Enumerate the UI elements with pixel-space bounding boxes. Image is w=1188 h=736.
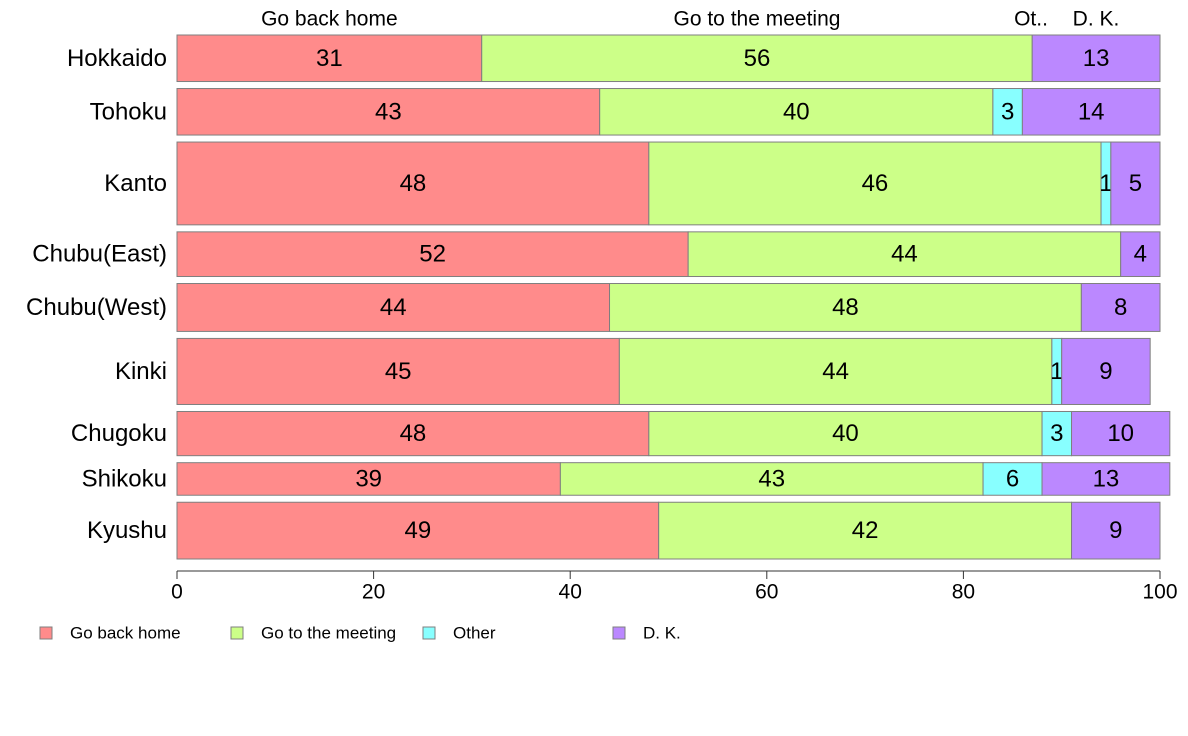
bar-chubu-east-d-k xyxy=(1120,231,1161,278)
legend-label-d-k: D. K. xyxy=(643,624,681,643)
bar-chubu-west-go-back-home xyxy=(176,283,611,332)
data-label-hokkaido-go-to-the-meeting: 56 xyxy=(744,45,771,72)
data-label-hokkaido-go-back-home: 31 xyxy=(316,45,343,72)
data-label-chubu-west-go-to-the-meeting: 48 xyxy=(832,294,859,321)
bar-tohoku-d-k xyxy=(1021,88,1161,136)
top-label-go-to-the-meeting: Go to the meeting xyxy=(674,8,841,31)
row-label-tohoku: Tohoku xyxy=(90,98,167,125)
legend-swatch-go-back-home xyxy=(39,626,53,640)
bar-kinki-go-to-the-meeting xyxy=(618,337,1053,405)
bar-kinki-d-k xyxy=(1061,337,1151,405)
bar-chubu-west-d-k xyxy=(1080,283,1161,332)
bar-tohoku-go-back-home xyxy=(176,88,601,136)
top-category-labels: Go back home Go to the meeting Ot.. D. K. xyxy=(261,8,1119,31)
legend-swatch-other xyxy=(422,626,436,640)
data-label-chubu-east-go-to-the-meeting: 44 xyxy=(891,241,918,268)
legend: Go back home Go to the meeting Other D. K. xyxy=(39,624,681,643)
bar-chugoku-d-k xyxy=(1071,410,1171,457)
data-label-tohoku-go-back-home: 43 xyxy=(375,98,402,125)
data-label-tohoku-go-to-the-meeting: 40 xyxy=(783,98,810,125)
bar-hokkaido-go-back-home xyxy=(176,34,483,83)
data-label-chubu-west-d-k: 8 xyxy=(1114,294,1127,321)
data-label-tohoku-other: 3 xyxy=(1001,98,1014,125)
data-label-kinki-other: 1 xyxy=(1050,358,1063,385)
data-label-kinki-go-back-home: 45 xyxy=(385,358,412,385)
x-tick-label-100: 100 xyxy=(1142,581,1177,604)
bar-kanto-d-k xyxy=(1110,141,1161,226)
data-label-shikoku-d-k: 13 xyxy=(1093,465,1120,492)
data-label-tohoku-d-k: 14 xyxy=(1078,98,1105,125)
data-label-chubu-west-go-back-home: 44 xyxy=(380,294,407,321)
data-label-kanto-go-to-the-meeting: 46 xyxy=(862,170,889,197)
data-label-kinki-d-k: 9 xyxy=(1099,358,1112,385)
data-label-chubu-east-go-back-home: 52 xyxy=(419,241,446,268)
data-label-shikoku-other: 6 xyxy=(1006,465,1019,492)
row-labels: Hokkaido Tohoku Kanto Chubu(East) Chubu(West… xyxy=(26,45,167,544)
data-label-chugoku-go-to-the-meeting: 40 xyxy=(832,420,859,447)
legend-swatch-go-to-the-meeting xyxy=(230,626,244,640)
x-axis: 0 20 40 60 80 100 xyxy=(171,570,1178,604)
bar-chugoku-go-to-the-meeting xyxy=(648,410,1043,457)
top-label-go-back-home: Go back home xyxy=(261,8,398,31)
data-label-shikoku-go-back-home: 39 xyxy=(355,465,382,492)
data-label-kyushu-go-to-the-meeting: 42 xyxy=(852,517,879,544)
top-label-d-k: D. K. xyxy=(1073,8,1120,31)
x-tick-label-20: 20 xyxy=(362,581,385,604)
bar-kanto-go-to-the-meeting xyxy=(648,141,1102,226)
data-label-chubu-east-d-k: 4 xyxy=(1134,241,1147,268)
data-label-kanto-go-back-home: 48 xyxy=(400,170,427,197)
legend-swatch-d-k xyxy=(612,626,626,640)
data-label-chugoku-go-back-home: 48 xyxy=(400,420,427,447)
row-label-chubu-west: Chubu(West) xyxy=(26,294,167,321)
data-label-chugoku-other: 3 xyxy=(1050,420,1063,447)
legend-label-other: Other xyxy=(453,624,496,643)
row-label-kyushu: Kyushu xyxy=(87,517,167,544)
data-label-shikoku-go-to-the-meeting: 43 xyxy=(758,465,785,492)
bar-tohoku-go-to-the-meeting xyxy=(599,88,994,136)
bar-chubu-east-go-back-home xyxy=(176,231,689,278)
bar-shikoku-go-to-the-meeting xyxy=(559,462,984,496)
bar-hokkaido-d-k xyxy=(1031,34,1161,83)
data-label-chugoku-d-k: 10 xyxy=(1107,420,1134,447)
row-label-chubu-east: Chubu(East) xyxy=(32,241,167,268)
data-label-kinki-go-to-the-meeting: 44 xyxy=(822,358,849,385)
row-label-shikoku: Shikoku xyxy=(82,465,167,492)
legend-label-go-to-the-meeting: Go to the meeting xyxy=(261,624,396,643)
bar-tohoku-other xyxy=(992,88,1023,136)
x-tick-label-80: 80 xyxy=(952,581,975,604)
data-label-kanto-other: 1 xyxy=(1099,170,1112,197)
bar-shikoku-other xyxy=(982,462,1043,496)
bar-kyushu-d-k xyxy=(1071,501,1161,560)
data-label-kanto-d-k: 5 xyxy=(1129,170,1142,197)
row-label-chugoku: Chugoku xyxy=(71,420,167,447)
bar-kyushu-go-back-home xyxy=(176,501,660,560)
row-label-hokkaido: Hokkaido xyxy=(67,45,167,72)
bar-hokkaido-go-to-the-meeting xyxy=(481,34,1033,83)
bar-kanto-go-back-home xyxy=(176,141,650,226)
row-label-kanto: Kanto xyxy=(104,170,167,197)
x-tick-label-40: 40 xyxy=(559,581,582,604)
data-label-kyushu-d-k: 9 xyxy=(1109,517,1122,544)
x-tick-label-60: 60 xyxy=(755,581,778,604)
bar-kinki-go-back-home xyxy=(176,337,620,405)
bar-chubu-east-go-to-the-meeting xyxy=(687,231,1122,278)
bar-shikoku-d-k xyxy=(1041,462,1171,496)
bar-chugoku-other xyxy=(1041,410,1073,457)
bar-chubu-west-go-to-the-meeting xyxy=(609,283,1082,332)
x-tick-label-0: 0 xyxy=(171,581,183,604)
data-label-kyushu-go-back-home: 49 xyxy=(404,517,431,544)
bar-shikoku-go-back-home xyxy=(176,462,561,496)
row-label-kinki: Kinki xyxy=(115,358,167,385)
data-label-hokkaido-d-k: 13 xyxy=(1083,45,1110,72)
legend-label-go-back-home: Go back home xyxy=(70,624,181,643)
bar-chugoku-go-back-home xyxy=(176,410,650,457)
top-label-ot: Ot.. xyxy=(1014,8,1048,31)
